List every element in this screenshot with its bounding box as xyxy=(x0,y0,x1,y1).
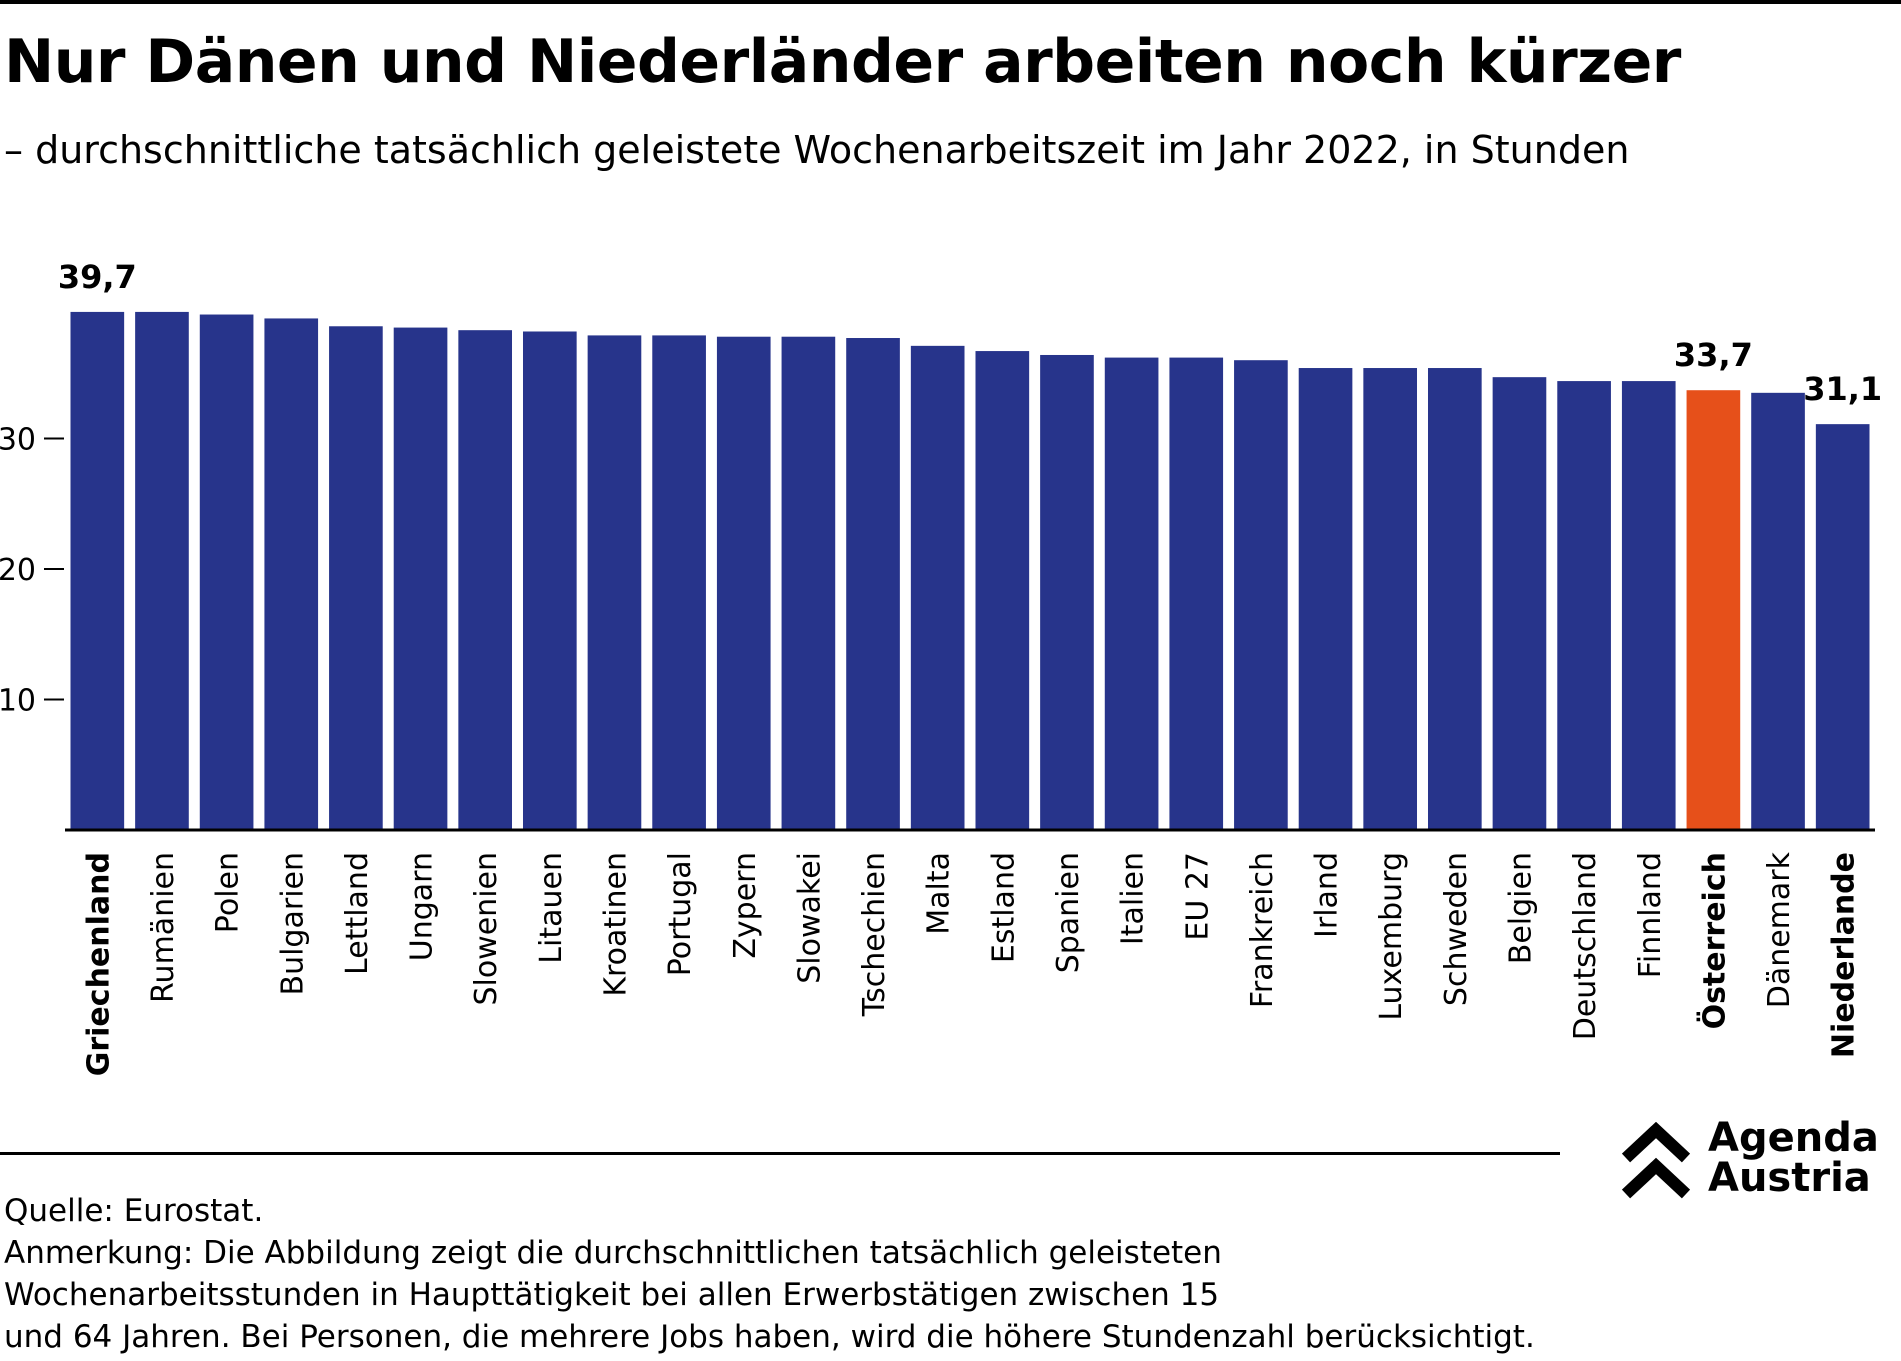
bar xyxy=(135,311,189,830)
note-line-2: Wochenarbeitsstunden in Haupttätigkeit b… xyxy=(4,1277,1220,1313)
x-tick-label: Litauen xyxy=(534,852,569,964)
x-tick-label: Österreich xyxy=(1695,852,1732,1029)
bar xyxy=(329,326,383,830)
bar xyxy=(1427,368,1482,830)
x-tick-label: Griechenland xyxy=(81,852,116,1076)
bar xyxy=(1234,360,1288,830)
y-tick-label: 10 xyxy=(0,684,36,719)
data-label: 33,7 xyxy=(1674,336,1753,374)
x-tick-label: Spanien xyxy=(1051,852,1086,973)
bar xyxy=(781,336,836,830)
bar xyxy=(1557,381,1611,830)
double-chevron-up-icon xyxy=(1621,1122,1691,1199)
x-tick-label: EU 27 xyxy=(1180,852,1215,941)
x-tick-label: Polen xyxy=(211,852,246,933)
chart-title: Nur Dänen und Niederländer arbeiten noch… xyxy=(4,27,1681,97)
data-label: 31,1 xyxy=(1803,370,1882,408)
bar xyxy=(975,351,1030,830)
bar xyxy=(199,314,254,830)
bar xyxy=(1169,357,1224,830)
x-tick-label: Luxemburg xyxy=(1374,852,1409,1021)
x-tick-label: Ungarn xyxy=(405,852,440,961)
bar xyxy=(393,327,448,830)
y-tick-label: 30 xyxy=(0,423,36,458)
x-tick-label: Zypern xyxy=(728,852,763,959)
bar xyxy=(1040,354,1094,830)
data-label: 39,7 xyxy=(58,258,137,296)
x-tick-label: Deutschland xyxy=(1568,852,1603,1040)
logo-line-1: Agenda xyxy=(1708,1115,1879,1161)
x-tick-label: Italien xyxy=(1116,852,1151,945)
x-tick-label: Estland xyxy=(986,852,1021,963)
bar xyxy=(587,335,642,830)
bar xyxy=(458,330,513,830)
bar xyxy=(1751,392,1805,830)
x-tick-label: Portugal xyxy=(663,852,698,976)
x-tick-label: Slowenien xyxy=(469,852,504,1006)
bar xyxy=(1363,368,1418,830)
top-rule xyxy=(0,0,1901,4)
x-tick-label: Lettland xyxy=(340,852,375,975)
bar xyxy=(716,336,771,830)
bar xyxy=(1104,357,1159,830)
x-tick-label: Irland xyxy=(1310,852,1345,938)
x-tick-label: Finnland xyxy=(1633,852,1668,978)
logo-text: Agenda Austria xyxy=(1708,1118,1879,1198)
bar xyxy=(846,338,900,830)
bar xyxy=(264,318,319,830)
bar xyxy=(1815,424,1870,830)
x-tick-label: Malta xyxy=(922,852,957,935)
bar xyxy=(522,331,577,830)
bar xyxy=(1492,377,1547,830)
bar xyxy=(910,345,965,830)
source-text: Quelle: Eurostat. xyxy=(4,1193,264,1229)
note-line-1: Anmerkung: Die Abbildung zeigt die durch… xyxy=(4,1235,1222,1271)
agenda-austria-logo: Agenda Austria xyxy=(1620,1118,1890,1208)
x-tick-label: Frankreich xyxy=(1245,852,1280,1008)
x-tick-label: Slowakei xyxy=(792,852,827,984)
x-tick-label: Tschechien xyxy=(857,852,892,1017)
x-tick-label: Dänemark xyxy=(1762,851,1797,1008)
bar xyxy=(1621,381,1676,830)
bar-chart: 10 20 30 Griechenland Rumänien Polen Bulgarien… xyxy=(0,258,1882,1076)
x-tick-label: Kroatinen xyxy=(598,852,633,997)
x-tick-label: Bulgarien xyxy=(275,852,310,996)
logo-line-2: Austria xyxy=(1708,1155,1871,1201)
footer-rule xyxy=(0,1152,1560,1155)
chart-subtitle: – durchschnittliche tatsächlich geleiste… xyxy=(4,128,1630,172)
bar xyxy=(1298,368,1353,830)
x-tick-label: Rumänien xyxy=(146,852,181,1003)
y-tick-label: 20 xyxy=(0,553,36,588)
x-tick-label: Niederlande xyxy=(1827,852,1862,1058)
x-tick-label: Belgien xyxy=(1503,852,1538,964)
x-tick-label: Schweden xyxy=(1439,852,1474,1006)
bar xyxy=(652,335,706,830)
note-line-3: und 64 Jahren. Bei Personen, die mehrere… xyxy=(4,1319,1535,1355)
bar xyxy=(1686,390,1741,830)
footer: Quelle: Eurostat. Anmerkung: Die Abbildu… xyxy=(4,1190,1535,1358)
bar xyxy=(70,311,125,830)
